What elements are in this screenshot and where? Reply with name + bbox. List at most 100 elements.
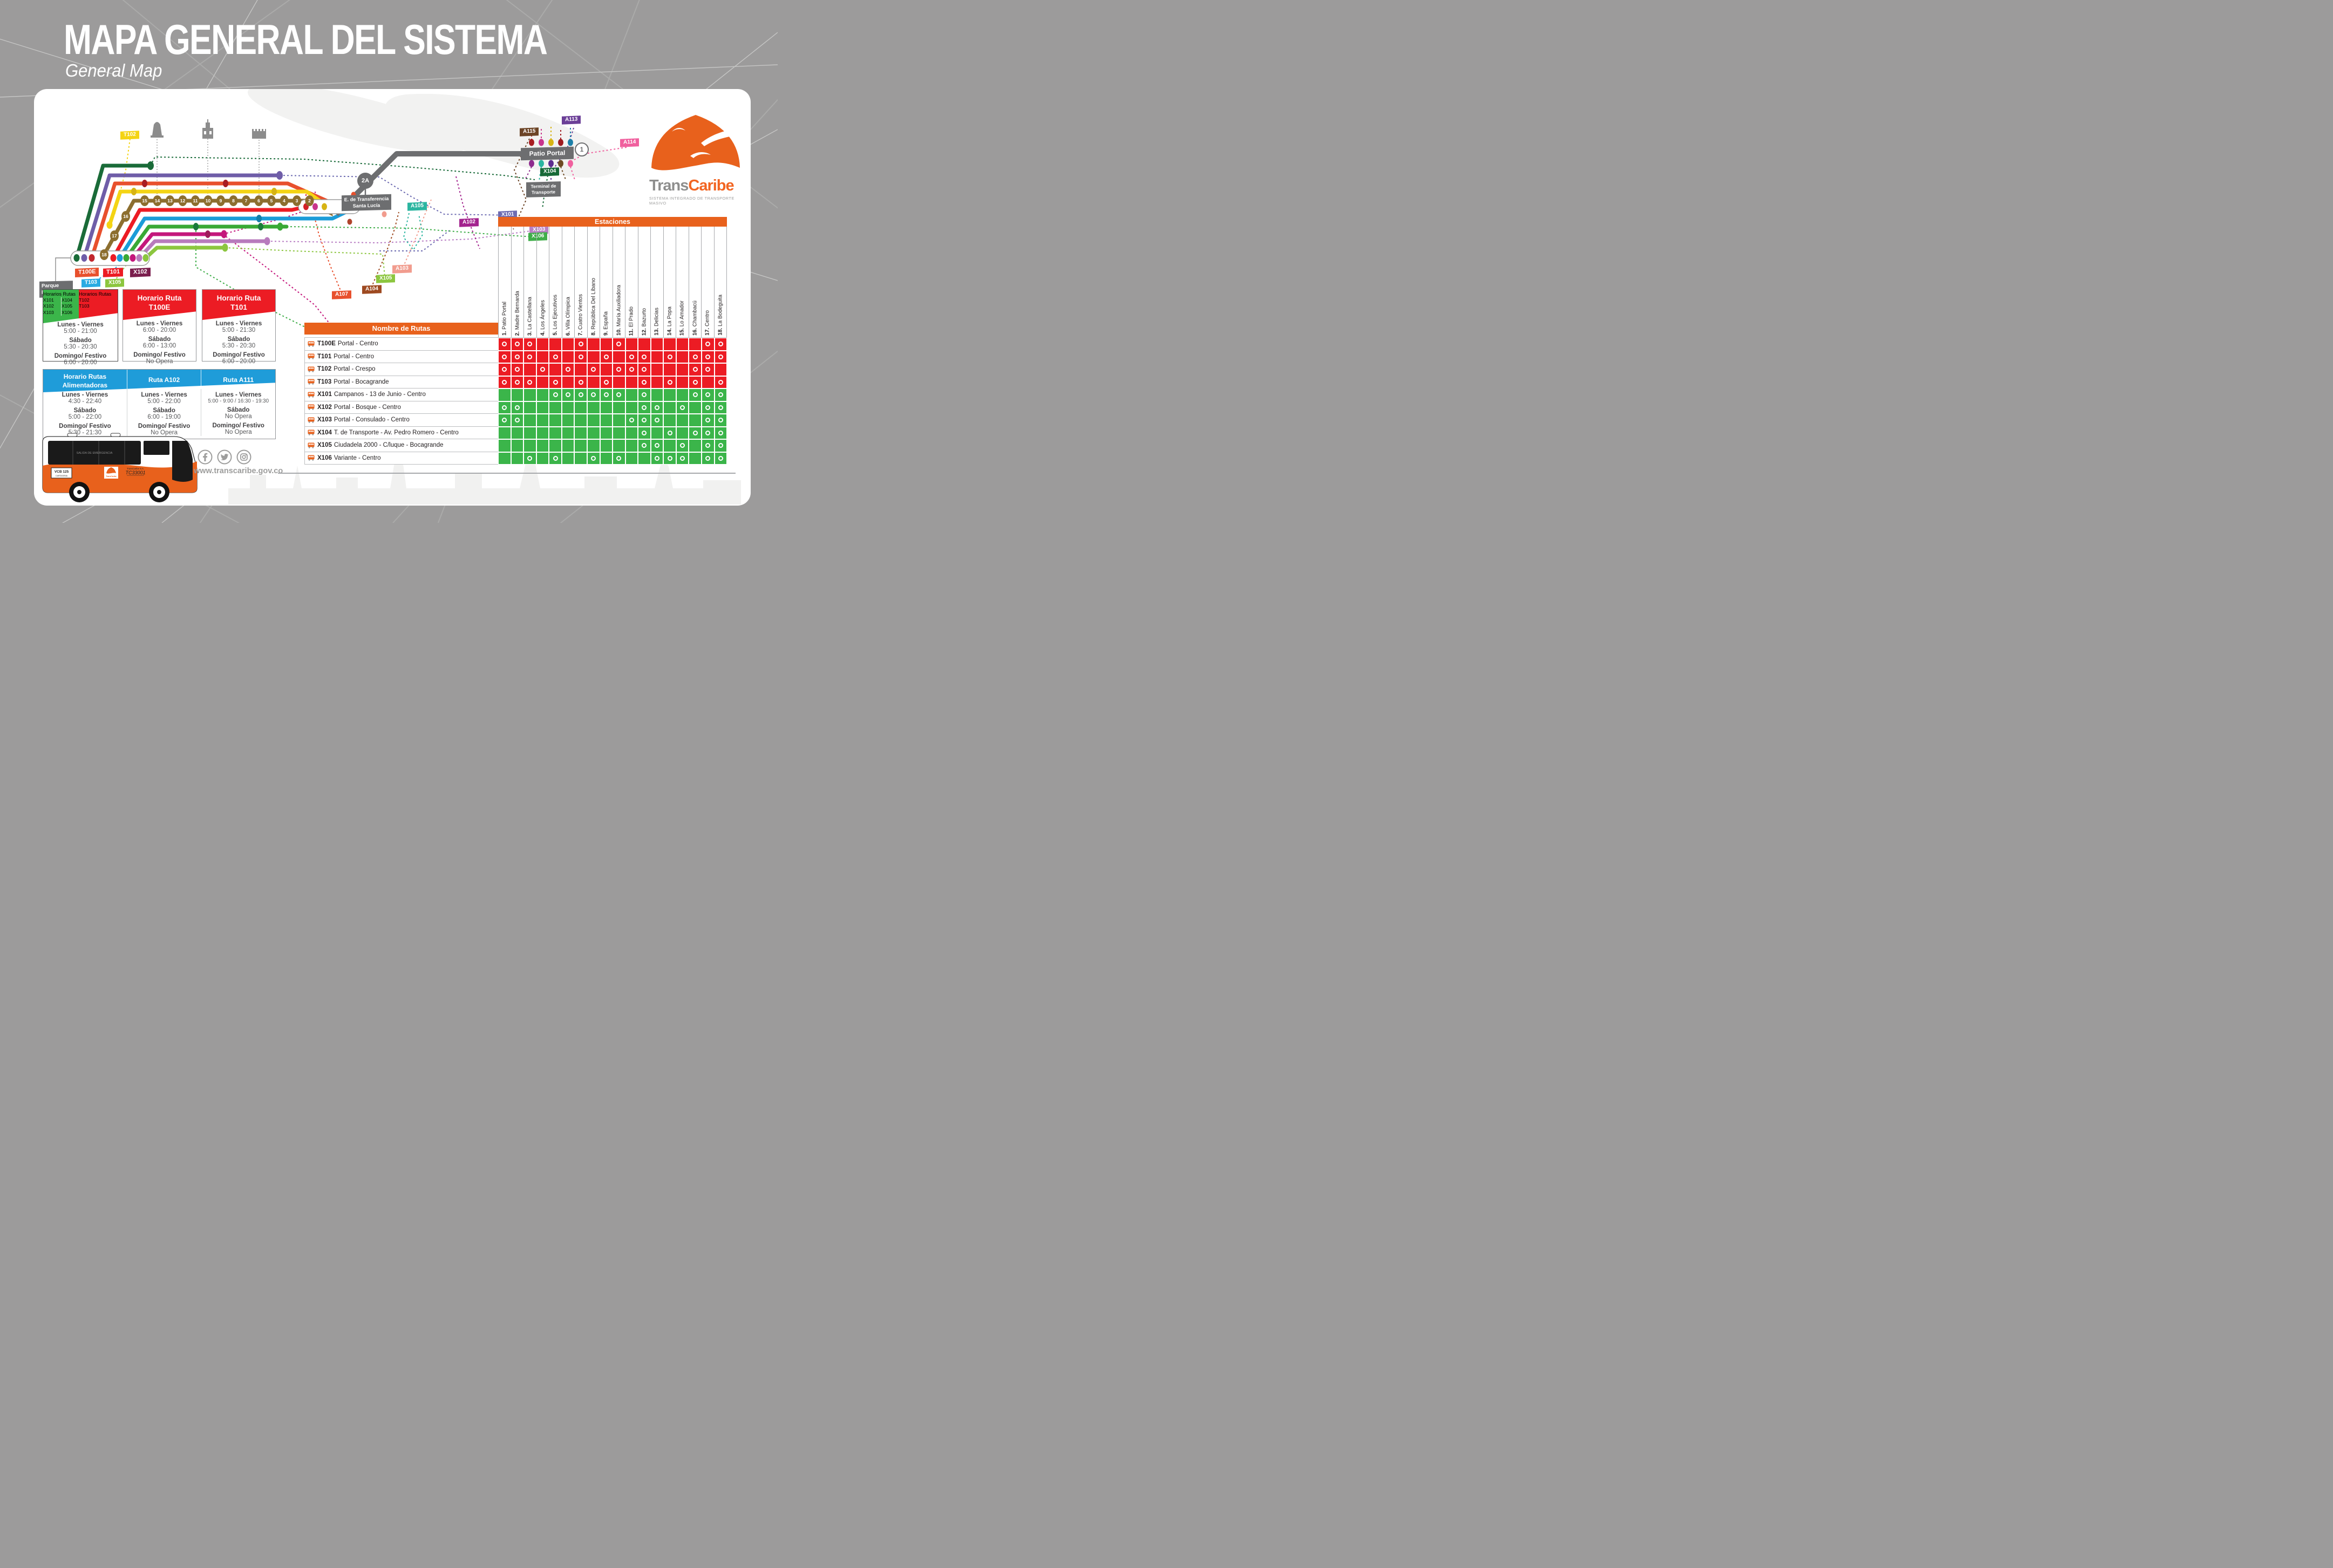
stop-marker [591, 392, 596, 398]
matrix-cell [650, 401, 664, 414]
bus-illustration: SALIDA DE EMERGENCIA VCB 125 CARTAGENA T… [42, 433, 198, 502]
matrix-cell [600, 401, 613, 414]
matrix-cell [600, 388, 613, 401]
matrix-cell [714, 414, 727, 427]
facebook-icon [198, 449, 213, 465]
matrix-cell [613, 388, 625, 401]
matrix-cell [650, 452, 664, 465]
stop-marker [642, 430, 647, 435]
trunk-station-number: 2 [308, 198, 311, 203]
route-row: X104 T. de Transporte - Av. Pedro Romero… [304, 426, 727, 439]
route-name: T102 Portal - Crespo [304, 363, 498, 376]
route-row: T100E Portal - Centro [304, 338, 727, 351]
matrix-cell [587, 376, 600, 388]
matrix-cell [587, 439, 600, 452]
stop-marker [642, 354, 647, 359]
matrix-cell [498, 388, 511, 401]
trunk-station [280, 195, 289, 206]
matrix-cell [625, 363, 638, 376]
matrix-cell [523, 338, 536, 351]
stop-marker [540, 367, 545, 372]
matrix-cell [600, 426, 613, 439]
matrix-cell [638, 388, 651, 401]
matrix-cell [523, 426, 536, 439]
stop-marker [527, 379, 533, 385]
matrix-cell [625, 338, 638, 351]
stop-marker [642, 367, 647, 372]
matrix-cell [536, 363, 549, 376]
stop-marker [591, 367, 596, 372]
matrix-cell [498, 350, 511, 363]
trunk-station-number: 3 [296, 198, 298, 203]
stop-marker [629, 354, 634, 359]
stop-marker [718, 354, 723, 359]
stop-marker [718, 443, 723, 448]
matrix-cell [587, 363, 600, 376]
stop-marker [642, 392, 647, 398]
matrix-cell [511, 426, 524, 439]
stop-marker [718, 455, 723, 461]
matrix-cell [638, 350, 651, 363]
page-subtitle: General Map [65, 60, 162, 80]
matrix-cell [650, 439, 664, 452]
trunk-station [121, 211, 130, 222]
station-name: 7. Cuatro Vientos [577, 294, 584, 336]
matrix-cell [638, 338, 651, 351]
schedule-box-t100e: Horario Ruta T100E Lunes - Viernes 6:00 - … [123, 289, 196, 365]
matrix-cell [574, 426, 587, 439]
matrix-cell [702, 338, 715, 351]
route-row: X103 Portal - Consulado - Centro [304, 414, 727, 427]
stop-marker [502, 367, 507, 372]
station-name: 4. Los Ángeles [540, 299, 546, 336]
matrix-cell [676, 452, 689, 465]
footer-divider [278, 473, 736, 474]
matrix-cell [638, 401, 651, 414]
bus-icon [308, 366, 315, 372]
bus-icon [308, 442, 315, 448]
trunk-station [166, 195, 174, 206]
matrix-cell [574, 439, 587, 452]
route-stops [498, 439, 727, 452]
trunk-station [242, 195, 250, 206]
routes-matrix: T100E Portal - Centro T101 Portal - Cent… [304, 337, 727, 465]
matrix-cell [714, 426, 727, 439]
matrix-cell [638, 414, 651, 427]
svg-text:TransCaribe S.A.: TransCaribe S.A. [127, 467, 144, 470]
station-name: 5. Los Ejecutivos [552, 295, 559, 336]
trunk-station-number: 15 [142, 198, 147, 203]
matrix-cell [676, 401, 689, 414]
matrix-cell [613, 452, 625, 465]
matrix-cell [650, 338, 664, 351]
stop-marker [591, 455, 596, 461]
station-name: 8. República Del Líbano [590, 278, 597, 336]
page-title: MAPA GENERAL DEL SISTEMA [64, 16, 548, 63]
stop-marker [553, 455, 558, 461]
line-stop-dots [106, 161, 387, 252]
route-row: T101 Portal - Centro [304, 350, 727, 363]
matrix-cell [561, 363, 575, 376]
matrix-cell [676, 414, 689, 427]
route-row: T102 Portal - Crespo [304, 363, 727, 376]
stop-marker [578, 354, 583, 359]
stop-marker [502, 342, 507, 347]
matrix-cell [574, 414, 587, 427]
route-stops [498, 363, 727, 376]
bus-emergency-text: SALIDA DE EMERGENCIA [77, 452, 113, 455]
stop-marker [680, 405, 685, 410]
stop-marker [566, 367, 571, 372]
stop-marker [527, 354, 533, 359]
matrix-cell [663, 376, 676, 388]
route-row: X106 Variante - Centro [304, 452, 727, 465]
matrix-cell [498, 401, 511, 414]
matrix-cell [498, 376, 511, 388]
trunk-station [293, 195, 301, 206]
matrix-cell [625, 350, 638, 363]
matrix-cell [676, 426, 689, 439]
matrix-cell [536, 388, 549, 401]
route-row: X101 Campanos - 13 de Junio - Centro [304, 388, 727, 401]
station-header: 11. El Prado [625, 227, 638, 337]
matrix-cell [511, 414, 524, 427]
trunk-station-number: 4 [283, 198, 285, 203]
stop-marker [718, 405, 723, 410]
route-name: X103 Portal - Consulado - Centro [304, 414, 498, 427]
